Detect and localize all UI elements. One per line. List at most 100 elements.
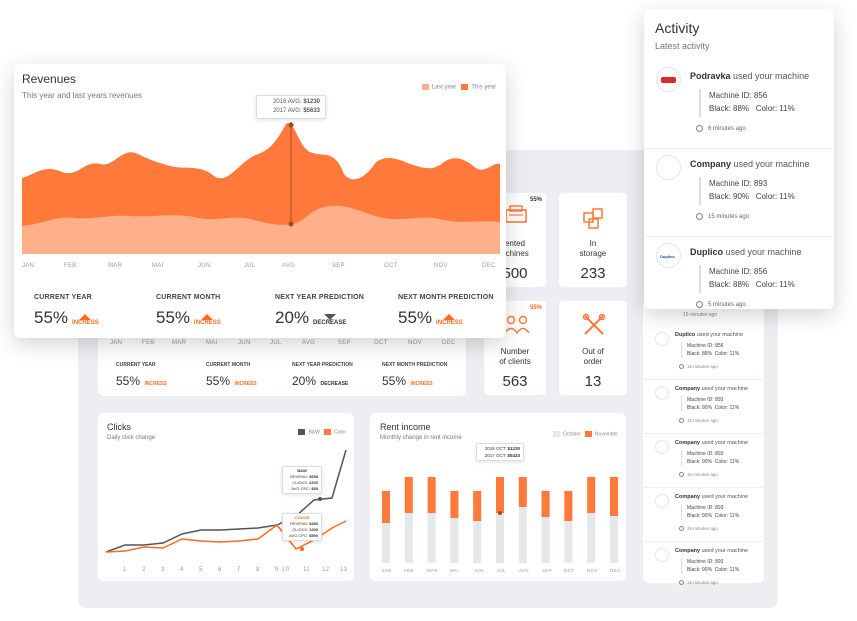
rent-bar-november[interactable] — [473, 491, 482, 521]
stat-next-month-prediction: NEXT MONTH PREDICTION 55% INCRESS — [398, 294, 503, 328]
rent-bar-november[interactable] — [587, 477, 596, 513]
rent-bar-november[interactable] — [541, 491, 550, 517]
x-tick: MAI — [152, 263, 164, 269]
stat-value: 55% — [156, 308, 191, 327]
back-month-tick: OCT — [374, 340, 388, 346]
rent-bar-november[interactable] — [496, 477, 504, 513]
rent-bar-november[interactable] — [610, 477, 618, 516]
legend-label: November — [594, 431, 618, 438]
back-stat-direction: INCRESS — [234, 381, 257, 387]
rent-point-marker[interactable] — [498, 511, 502, 515]
activity-color: Color: 11% — [755, 192, 795, 201]
tooltip-key: 2017 AVG: — [273, 108, 302, 114]
x-tick: 10 — [282, 567, 290, 573]
back-month-tick: MAR — [172, 340, 187, 346]
tile-label: In storage — [559, 239, 627, 259]
stat-direction: INCRESS — [194, 320, 221, 326]
back-activity-item[interactable]: Duplico used your machine Machine ID: 856… — [643, 326, 764, 380]
last-year-marker[interactable] — [288, 221, 294, 227]
tools-icon — [582, 313, 606, 335]
rent-bar-november[interactable] — [450, 491, 459, 518]
bw-point-marker[interactable] — [318, 497, 322, 501]
color-tooltip: COLOR REVENU: $456 CLICKS: 1200 AVG CPC:… — [282, 513, 322, 541]
activity-headline: Company used your machine — [675, 494, 748, 500]
activity-company[interactable]: Duplico — [675, 332, 696, 338]
activity-item[interactable]: Duplico Duplico used your machine Machin… — [644, 237, 834, 309]
company-logo — [656, 155, 681, 180]
back-stat-direction: INCRESS — [410, 381, 433, 387]
rent-bar-october[interactable] — [541, 491, 550, 563]
activity-color: Color: 11% — [714, 351, 740, 357]
activity-company[interactable]: Company — [675, 386, 701, 392]
activity-company[interactable]: Company — [675, 440, 701, 446]
tile-label-line: ented — [504, 239, 526, 248]
activity-item[interactable]: Podravka used your machine Machine ID: 8… — [644, 61, 834, 149]
tooltip-row: CLICKS: 2200 — [286, 480, 318, 486]
legend-label: October — [562, 431, 581, 438]
legend-label: This year — [471, 84, 496, 91]
activity-divider — [681, 504, 682, 520]
rent-bar-october[interactable] — [382, 491, 390, 563]
rent-bar-october[interactable] — [610, 477, 618, 563]
back-activity-item[interactable]: Company used your machine Machine ID: 893… — [643, 542, 764, 596]
activity-company[interactable]: Company — [690, 159, 732, 169]
activity-color: Color: 11% — [755, 104, 795, 113]
activity-time: 15 minutes ago — [687, 526, 718, 531]
activity-details: Machine ID: 856 Black: 88% Color: 11% — [687, 342, 739, 358]
activity-time-row: 15 minutes ago — [679, 526, 718, 532]
color-point-marker[interactable] — [300, 547, 304, 551]
rent-bar-october[interactable] — [427, 477, 436, 563]
clicks-subtitle: Daily click change — [107, 435, 156, 441]
rent-bar-october[interactable] — [518, 477, 527, 563]
stat-current-year: CURRENT YEAR 55% INCRESS — [34, 294, 149, 328]
rent-bar-november[interactable] — [518, 477, 527, 507]
back-stat-value: 55% — [382, 374, 407, 388]
arrow-up-icon — [79, 314, 92, 320]
activity-company[interactable]: Duplico — [690, 247, 723, 257]
back-stat-value: 55% — [206, 374, 231, 388]
clock-icon — [696, 213, 703, 220]
rent-bar-november[interactable] — [427, 477, 436, 513]
tile-value: 233 — [580, 265, 606, 282]
activity-machine: Machine ID: 856 — [709, 91, 768, 100]
back-activity-item[interactable]: Company used your machine Machine ID: 893… — [643, 488, 764, 542]
rent-bar-october[interactable] — [450, 491, 459, 563]
rent-bar-november[interactable] — [382, 491, 390, 523]
stat-value: 20% — [275, 308, 310, 327]
activity-divider — [699, 177, 701, 205]
legend-label: B&W — [308, 429, 320, 436]
back-activity-item[interactable]: Company used your machine Machine ID: 893… — [643, 434, 764, 488]
rent-bar-october[interactable] — [473, 491, 482, 563]
x-tick: 2 — [142, 567, 146, 573]
rent-bar-october[interactable] — [404, 477, 413, 563]
rent-bar-october[interactable] — [564, 491, 573, 563]
tooltip-row: REVENU: $698 — [286, 474, 318, 480]
tile-value: 500 — [502, 265, 528, 282]
rent-bar-october[interactable] — [496, 477, 504, 563]
tile-in-storage[interactable]: In storage 233 — [559, 193, 627, 287]
rent-bar-october[interactable] — [587, 477, 596, 563]
revenues-subtitle: This year and last years revenues — [22, 91, 143, 100]
tile-out-of-order[interactable]: Out of order 13 — [559, 301, 627, 395]
rent-bar-november[interactable] — [404, 477, 413, 513]
activity-text: used your machine — [700, 386, 749, 392]
back-stat-label: CURRENT MONTH — [206, 362, 251, 368]
back-activity-item[interactable]: Company used your machine Machine ID: 893… — [643, 380, 764, 434]
activity-company[interactable]: Podravka — [690, 71, 731, 81]
tooltip-row: 2017 AVG: $5633 — [262, 107, 320, 116]
activity-company[interactable]: Company — [675, 548, 701, 554]
activity-divider — [681, 342, 682, 358]
x-tick: NOV — [587, 568, 598, 573]
activity-time-row: 6 minutes ago — [696, 125, 746, 132]
stat-value: 55% — [398, 308, 433, 327]
activity-color: Color: 11% — [714, 513, 740, 519]
tile-number-of-clients[interactable]: 55% Number of clients 563 — [484, 301, 546, 395]
activity-color: Color: 11% — [714, 459, 740, 465]
activity-company[interactable]: Company — [675, 494, 701, 500]
rent-income-card: Rent income Monthly change in rent incom… — [370, 413, 626, 581]
this-year-marker[interactable] — [288, 122, 294, 128]
tooltip-row: CLICKS: 1200 — [286, 527, 318, 533]
rent-bar-november[interactable] — [564, 491, 573, 521]
legend-swatch — [461, 84, 469, 90]
activity-item[interactable]: Company used your machine Machine ID: 89… — [644, 149, 834, 237]
